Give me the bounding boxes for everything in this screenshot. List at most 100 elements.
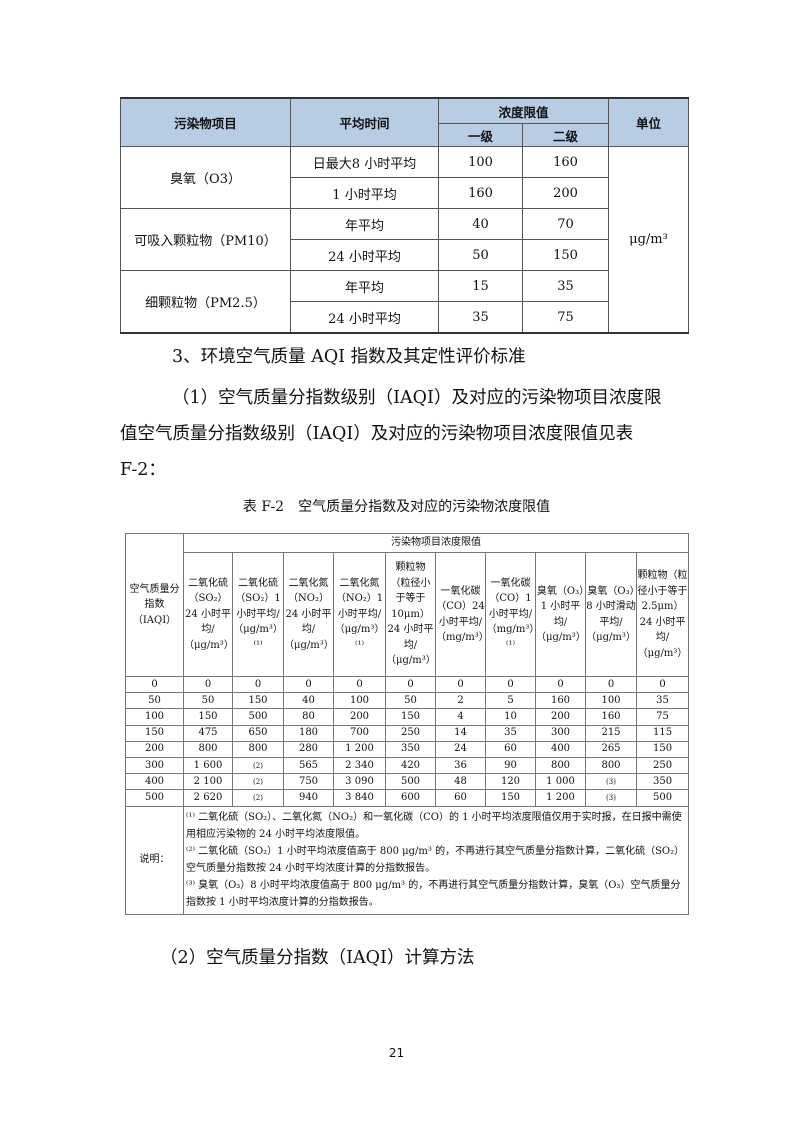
cell-g2: 150 [521,239,610,271]
table-cell: 0 [232,675,284,694]
table-cell: 800 [183,740,233,758]
table-cell: 100 [585,692,637,710]
unit-cell: μg/m³ [608,146,690,334]
cell-time: 年平均 [290,208,439,240]
table-row: 可吸入颗粒物（PM10） 年平均 40 70 [120,208,689,271]
table-cell: 265 [585,740,637,758]
table-cell: 475 [183,724,233,742]
paragraph-line: F-2： [120,460,166,480]
header-unit: 单位 [608,97,690,147]
table-cell: 400 [125,773,184,791]
cell-g2: 35 [521,270,610,302]
table-cell: 500 [125,789,184,807]
table-row: 300 1 600 (2) 565 2 340 420 36 90 800 800 250 [125,756,690,775]
table-cell: 115 [635,724,690,742]
table-cell: 1 200 [535,789,586,807]
table-cell: 90 [485,756,536,775]
table-cell: 800 [585,756,637,775]
header-grade2: 二级 [521,123,610,147]
table-cell: 35 [485,724,536,742]
table-cell: 2 620 [183,789,233,807]
column-header: 二氧化氮（NO₂）1 小时平均/（μg/m³）⁽¹⁾ [333,552,386,677]
table-cell: 160 [585,708,637,726]
table-cell: 3 840 [333,789,386,807]
table-cell: 0 [485,675,536,694]
column-header: 颗粒物（粒径小于等于2.5μm）24 小时平均/（μg/m³） [635,552,690,677]
table-cell: 50 [183,692,233,710]
table-cell: 100 [333,692,386,710]
column-header: 一氧化碳（CO）24 小时平均/（mg/m³） [435,552,489,677]
table-cell: 35 [635,692,690,710]
table-cell: 0 [385,675,436,694]
table-cell: 350 [385,740,436,758]
table-cell: 800 [535,756,586,775]
table-row: 500 2 620 (2) 940 3 840 600 60 150 1 200 (3) 500 [125,789,690,807]
table-cell: 280 [283,740,334,758]
header-limit: 浓度限值 [437,97,610,124]
table-cell: (3) [585,789,637,807]
table-row: 100 150 500 80 200 150 4 10 200 160 75 [125,708,690,726]
table-cell: 100 [125,708,184,726]
cell-g2: 200 [521,177,610,209]
table-cell: 0 [535,675,586,694]
table-cell: 0 [333,675,386,694]
paragraph-line: （1）空气质量分指数级别（IAQI）及对应的污染物项目浓度限 [172,388,662,408]
table-cell: 200 [535,708,586,726]
table-cell: 300 [125,756,184,775]
table-cell: 600 [385,789,436,807]
table-cell: 0 [283,675,334,694]
table-cell: 24 [435,740,486,758]
table-cell: 420 [385,756,436,775]
table-cell: 60 [485,740,536,758]
table-cell: 3 090 [333,773,386,791]
subheading: （2）空气质量分指数（IAQI）计算方法 [160,948,475,968]
table-cell: 160 [535,692,586,710]
table-cell: 0 [585,675,637,694]
table-cell: 2 100 [183,773,233,791]
table-row: 200 800 800 280 1 200 350 24 60 400 265 150 [125,740,690,758]
header-iaqi: 空气质量分指数（IAQI） [125,533,184,677]
table-cell: (2) [232,756,284,775]
section-heading: 3、环境空气质量 AQI 指数及其定性评价标准 [172,347,526,367]
cell-g2: 70 [521,208,610,240]
header-grade1: 一级 [438,123,523,147]
table-cell: 250 [385,724,436,742]
table-cell: 36 [435,756,486,775]
table-cell: 48 [435,773,486,791]
table-cell: 75 [635,708,690,726]
header-avg-time: 平均时间 [290,97,439,147]
table-cell: 120 [485,773,536,791]
column-header: 臭氧（O₃）1 小时平均/（μg/m³） [535,552,586,677]
table-cell: (2) [232,789,284,807]
table-row: 24 小时平均 50 150 [121,239,689,271]
table-row: 150 475 650 180 700 250 14 35 300 215 115 [125,724,690,742]
table-cell: 565 [283,756,334,775]
iaqi-table: 空气质量分指数（IAQI） 污染物项目浓度限值 二氧化硫（SO₂）24 小时平均… [125,533,690,915]
table-cell: 0 [125,675,184,694]
column-header: 臭氧（O₃）8 小时滑动平均/（μg/m³） [585,552,637,677]
cell-g1: 160 [438,177,523,209]
table-cell: 350 [635,773,690,791]
table-cell: 4 [435,708,486,726]
table-cell: 10 [485,708,536,726]
table-cell: 200 [333,708,386,726]
table-cell: 650 [232,724,284,742]
note-item: ⁽²⁾ 二氧化硫（SO₂）1 小时平均浓度值高于 800 μg/m³ 的，不再进… [186,846,685,874]
table-cell: 150 [125,724,184,742]
table-cell: 0 [435,675,486,694]
pollutant-limit-table: 污染物项目 平均时间 浓度限值 单位 一级 二级 臭氧（O3） 日最大8 小时平均… [120,97,690,334]
note-item: ⁽¹⁾ 二氧化硫（SO₂）、二氧化氮（NO₂）和一氧化碳（CO）的 1 小时平均… [186,812,682,840]
header-group: 污染物项目浓度限值 [182,533,690,553]
table-cell: 2 [435,692,486,710]
column-header: 颗粒物（粒径小于等于10μm）24 小时平均/（μg/m³） [385,552,436,677]
table-row: 24 小时平均 35 75 [121,301,689,334]
notes-label: 说明： [125,805,184,915]
table-cell: 300 [535,724,586,742]
pollutant-name: 细颗粒物（PM2.5） [120,270,291,334]
table-cell: 150 [385,708,436,726]
paragraph-line: 值空气质量分指数级别（IAQI）及对应的污染物项目浓度限值见表 [120,424,634,444]
table-cell: 0 [635,675,690,694]
cell-time: 日最大8 小时平均 [290,146,439,178]
cell-g2: 160 [521,146,610,178]
